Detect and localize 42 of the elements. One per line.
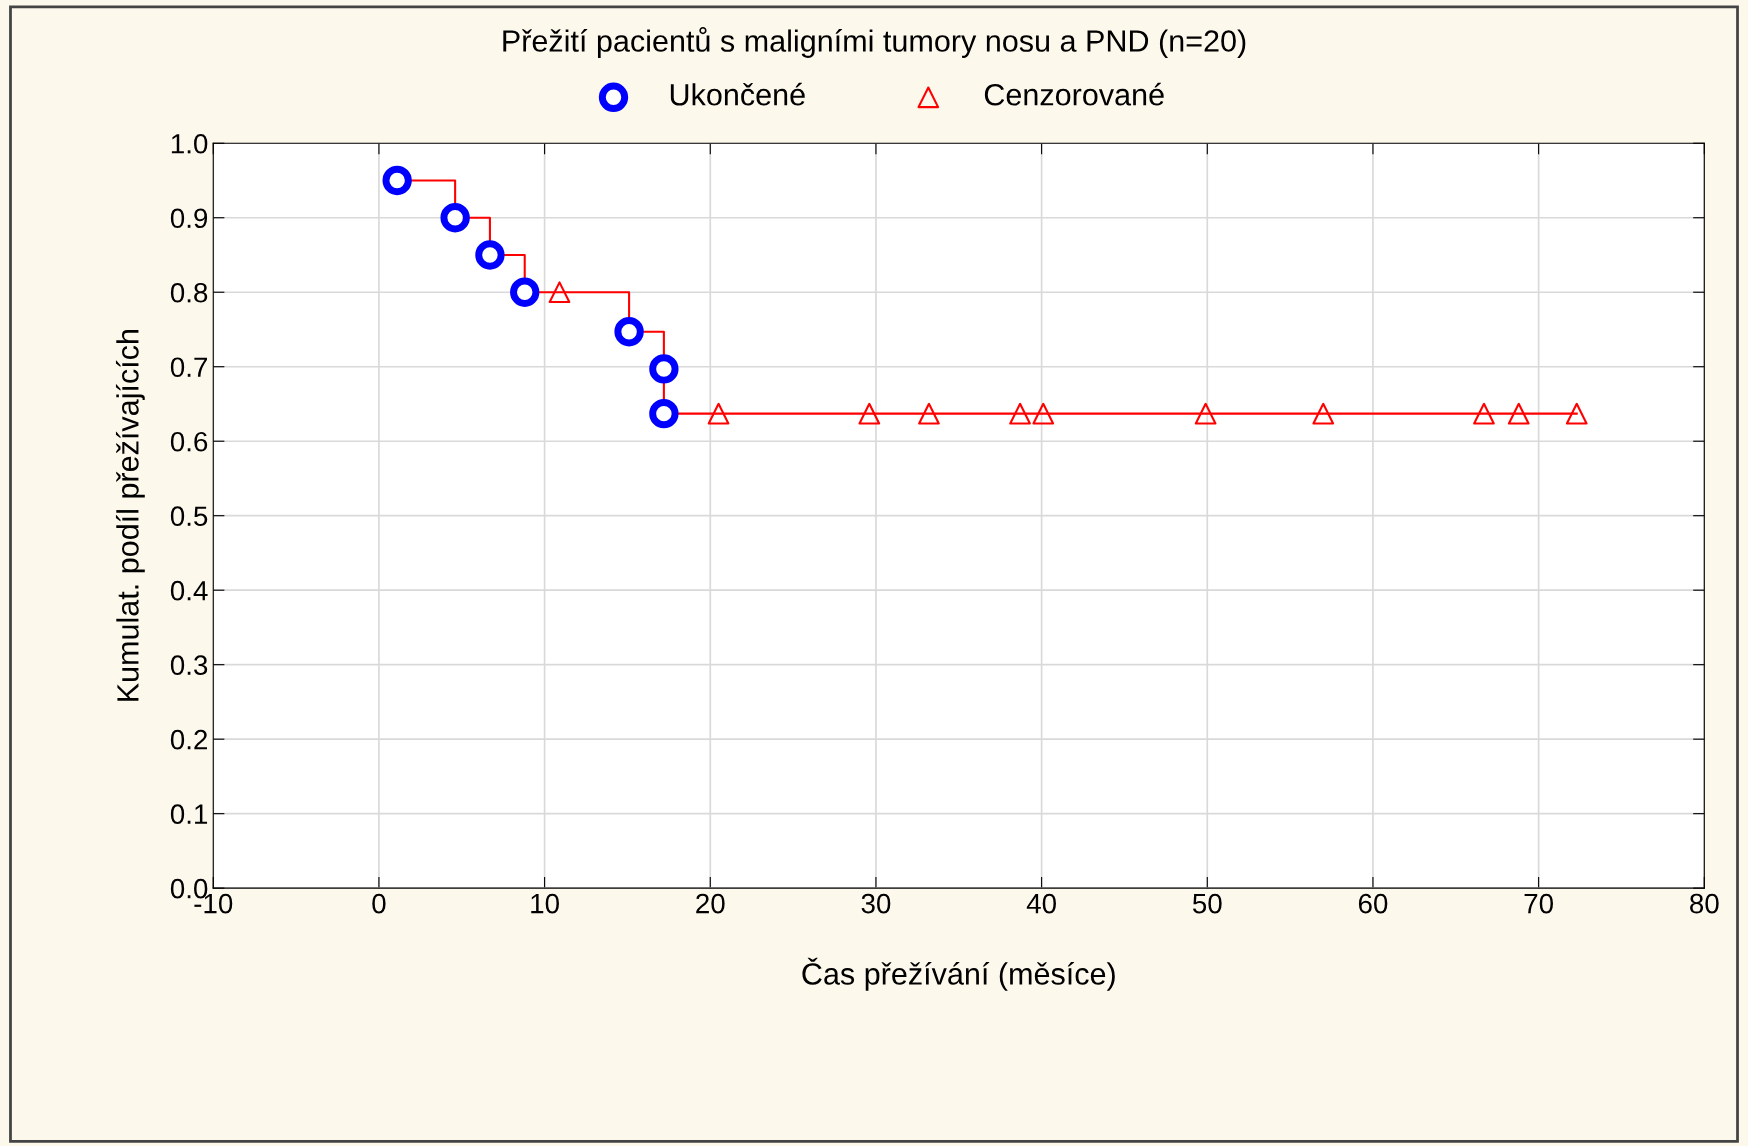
point <box>548 281 571 304</box>
x-tick-label: 60 <box>1358 893 1388 914</box>
y-axis-title: Kumulat. podíl přežívajících <box>115 330 145 701</box>
point <box>707 402 730 425</box>
x-tick-label: 50 <box>1192 893 1222 914</box>
y-tick-label: 0.6 <box>170 431 208 452</box>
x-tick-label: 80 <box>1690 893 1719 914</box>
y-tick-label: 0.8 <box>170 282 208 303</box>
x-axis-title: Čas přežívání (měsíce) <box>802 957 1115 991</box>
point <box>1194 402 1217 425</box>
point <box>382 165 412 196</box>
legend-label: Cenzorované <box>984 82 1164 106</box>
point <box>1565 402 1588 425</box>
point <box>1312 402 1335 425</box>
x-tick-label: 10 <box>531 893 559 914</box>
x-tick-label: 40 <box>1026 893 1056 914</box>
chart-title: Přežití pacientů s maligními tumory nosu a PND (n=20) <box>503 26 1246 58</box>
x-tick-label: 20 <box>696 893 725 914</box>
point <box>1009 402 1031 425</box>
y-tick-label: 0.3 <box>170 655 208 676</box>
point <box>649 354 679 384</box>
point <box>510 277 540 307</box>
point <box>1507 402 1530 425</box>
point <box>614 317 644 347</box>
point <box>440 203 470 233</box>
point <box>475 240 505 270</box>
y-tick-label: 0.9 <box>170 208 208 229</box>
x-tick-label: 0 <box>372 893 386 914</box>
y-tick-label: 1.0 <box>171 133 208 154</box>
point <box>918 402 940 425</box>
x-tick-label: 70 <box>1524 893 1553 914</box>
y-tick-label: 0.4 <box>170 580 208 601</box>
legend-label: Ukončené <box>670 82 805 106</box>
x-tick-label: 30 <box>861 893 891 914</box>
point <box>1032 402 1055 425</box>
point <box>858 402 881 425</box>
y-tick-label: 0.1 <box>170 804 208 824</box>
y-tick-label: 0.7 <box>170 357 207 378</box>
point <box>1473 402 1495 425</box>
point <box>649 398 679 429</box>
y-tick-label: 0.5 <box>170 506 208 527</box>
y-tick-label: 0.2 <box>170 729 207 750</box>
